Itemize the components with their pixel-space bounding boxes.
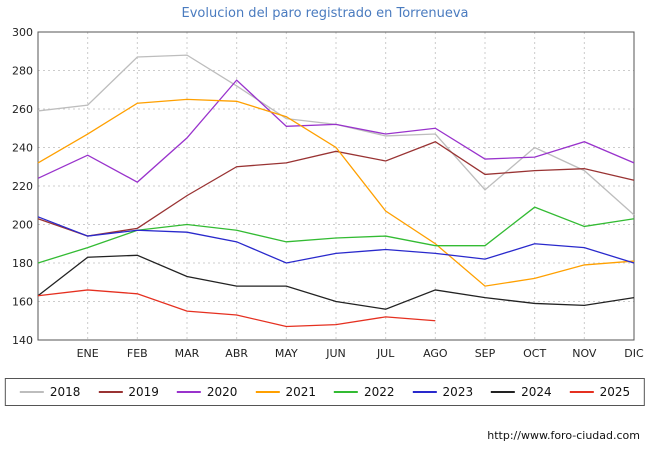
legend-item-2020: 2020 [176, 385, 238, 399]
legend-line-sample [412, 391, 437, 393]
x-tick-label: JUN [325, 347, 346, 360]
series-line-2018 [37, 54, 635, 216]
x-tick-label: NOV [572, 347, 597, 360]
series-line-2022 [37, 206, 635, 264]
x-tick-label: ABR [225, 347, 248, 360]
y-tick-label: 160 [12, 296, 33, 309]
legend-item-2024: 2024 [491, 385, 552, 399]
series-line-2023 [37, 216, 635, 264]
y-tick-label: 220 [12, 180, 33, 193]
plot-border [37, 31, 635, 341]
x-tick-label: ENE [77, 347, 99, 360]
x-tick-label: JUL [376, 347, 395, 360]
chart-title: Evolucion del paro registrado en Torrenu… [181, 6, 469, 21]
legend-line-sample [176, 391, 201, 393]
line-chart: 140 160 180 200 220 240 260 280 300 ENE FEB MAR ABR M… [12, 26, 644, 360]
series-line-2019 [37, 140, 635, 237]
legend-label: 2025 [599, 385, 631, 399]
legend: 2018 2019 2020 2021 2022 2023 2024 2025 [4, 378, 646, 406]
y-tick-label: 300 [12, 26, 33, 39]
legend-label: 2021 [285, 385, 316, 399]
x-tick-label: AGO [423, 347, 448, 360]
legend-label: 2022 [364, 385, 395, 399]
y-tick-label: 140 [12, 334, 33, 347]
legend-line-sample [19, 391, 44, 393]
y-tick-label: 280 [12, 65, 33, 78]
x-tick-label: FEB [127, 347, 148, 360]
series-line-2021 [37, 98, 635, 287]
legend-item-2025: 2025 [569, 385, 631, 399]
y-tick-label: 180 [12, 257, 33, 270]
legend-label: 2024 [521, 385, 552, 399]
legend-item-2018: 2018 [19, 385, 81, 399]
legend-label: 2018 [49, 385, 81, 399]
series-line-2024 [37, 254, 635, 310]
y-tick-label: 240 [12, 142, 33, 155]
legend-line-sample [334, 391, 358, 393]
legend-item-2019: 2019 [98, 385, 159, 399]
legend-line-sample [255, 391, 280, 393]
y-tick-label: 200 [12, 219, 33, 232]
legend-label: 2023 [442, 385, 474, 399]
x-tick-label: MAY [275, 347, 298, 360]
legend-line-sample [491, 391, 516, 393]
source-url[interactable]: http://www.foro-ciudad.com [487, 429, 640, 442]
series-line-2020 [37, 79, 635, 183]
x-tick-label: OCT [523, 347, 546, 360]
x-tick-label: SEP [475, 347, 496, 360]
x-tick-label: MAR [175, 347, 200, 360]
legend-line-sample [98, 391, 123, 393]
legend-item-2021: 2021 [255, 385, 316, 399]
y-tick-label: 260 [12, 103, 33, 116]
legend-item-2022: 2022 [334, 385, 395, 399]
legend-line-sample [569, 391, 594, 393]
legend-item-2023: 2023 [412, 385, 474, 399]
legend-label: 2020 [206, 385, 238, 399]
legend-label: 2019 [128, 385, 159, 399]
series-line-2025 [37, 289, 436, 328]
x-tick-label: DIC [624, 347, 644, 360]
